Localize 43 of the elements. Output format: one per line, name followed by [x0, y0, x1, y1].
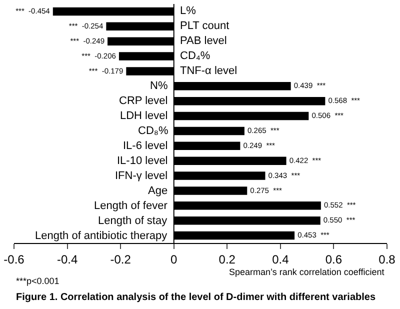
data-label: 0.552 ***: [324, 200, 356, 210]
text: ***p<0.001: [16, 276, 60, 286]
y-tick-label: IL-10 level: [117, 155, 168, 167]
data-label: *** -0.206: [82, 51, 116, 60]
data-label: *** -0.249: [70, 36, 104, 46]
data-label: 0.453 ***: [298, 230, 330, 240]
x-tick-label: -0.4: [56, 252, 78, 266]
y-tick-label: LDH level: [120, 110, 168, 122]
y-tick-label: CRP level: [119, 95, 168, 107]
x-tick-label: -0.2: [110, 252, 132, 266]
x-tick-label: -0.6: [4, 252, 25, 266]
y-tick-label: IFN-γ level: [115, 170, 168, 182]
x-tick-label: 0.6: [325, 252, 342, 266]
data-label: *** -0.254: [68, 21, 104, 30]
y-tick-label: N%: [150, 80, 168, 92]
y-tick-label: IL-6 level: [123, 140, 168, 152]
x-tick-label: 0.8: [378, 252, 396, 266]
data-label: 0.343 ***: [268, 170, 300, 180]
x-tick-label: 0.2: [218, 252, 236, 266]
x-axis-title: Spearman’s rank correlation coefficient: [229, 267, 385, 277]
data-label: 0.550 ***: [323, 216, 356, 225]
data-label: *** -0.179: [88, 66, 124, 76]
y-tick-label: TNF-α level: [180, 65, 238, 77]
y-tick-label: L%: [180, 5, 196, 17]
data-label: 0.568 ***: [328, 96, 360, 106]
y-tick-label: Age: [148, 185, 168, 197]
x-tick-label: 0: [170, 252, 178, 266]
y-tick-label: CD₄%: [180, 50, 210, 62]
data-label: 0.275 ***: [250, 186, 282, 195]
text: Figure 1. Correlation analysis of the level of D-dimer with different variables: [16, 292, 376, 303]
x-tick-label: 0.4: [272, 252, 290, 266]
data-label: 0.265 ***: [248, 126, 280, 136]
data-label: 0.422 ***: [289, 156, 322, 165]
y-tick-label: PLT count: [180, 20, 230, 32]
data-label: 0.439 ***: [294, 81, 326, 90]
data-label: *** -0.454: [16, 6, 50, 16]
y-tick-label: PAB level: [180, 35, 227, 47]
y-tick-label: Length of stay: [98, 215, 168, 227]
y-tick-label: Length of fever: [94, 200, 168, 212]
data-label: 0.506 ***: [312, 111, 344, 120]
y-tick-label: CD₈%: [138, 125, 168, 137]
data-label: 0.249 ***: [243, 140, 276, 150]
y-tick-label: Length of antibiotic therapy: [35, 230, 168, 242]
